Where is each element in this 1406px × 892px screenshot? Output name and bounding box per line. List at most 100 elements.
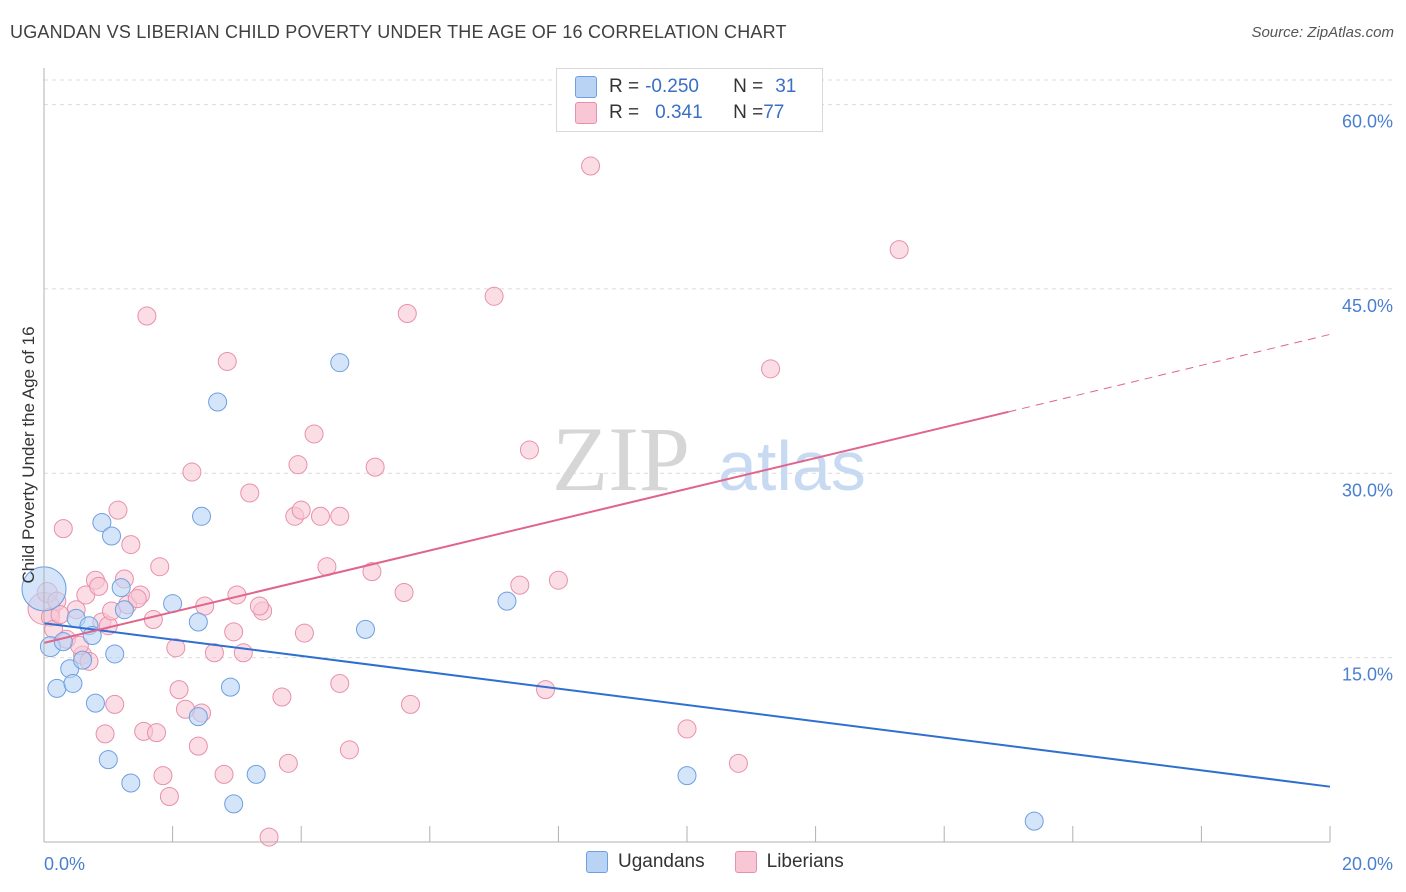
axis-layer: 15.0% 30.0% 45.0% 60.0% 0.0% 20.0%: [43, 68, 1393, 874]
liberian-point: [581, 156, 601, 176]
ugandan-point: [356, 619, 375, 639]
liberians-legend-icon: [734, 851, 757, 873]
liberian-point: [278, 753, 298, 773]
liberian-point: [121, 535, 141, 555]
legend-row-ugandans: R = -0.250 N = 31: [575, 75, 796, 99]
liberian-point: [339, 740, 359, 760]
liberians-trend-line: [43, 410, 1009, 644]
ugandan-point: [47, 678, 67, 698]
ugandan-point: [188, 612, 208, 632]
legend-n-label: N =: [733, 76, 764, 97]
liberian-point: [401, 694, 421, 714]
ugandan-point: [121, 773, 141, 793]
watermark-atlas: atlas: [718, 427, 866, 505]
liberian-point: [147, 723, 167, 743]
ugandan-point: [53, 632, 73, 652]
ugandan-point: [63, 673, 83, 693]
liberian-point: [137, 306, 157, 326]
liberian-point: [95, 724, 115, 744]
legend-r-label: R =: [609, 76, 640, 97]
trend-layer: [43, 333, 1331, 788]
liberian-point: [182, 462, 202, 482]
legend-r-label: R =: [609, 102, 640, 123]
ugandan-point: [677, 766, 697, 786]
ugandan-point: [98, 750, 118, 770]
ugandan-point: [85, 693, 105, 713]
legend-label-liberians: Liberians: [766, 851, 844, 872]
liberian-point: [889, 240, 909, 260]
liberian-point: [159, 787, 179, 807]
liberian-point: [272, 687, 292, 707]
ugandan-point: [224, 794, 244, 814]
ugandans-trend-line: [43, 622, 1331, 788]
ugandan-point: [192, 506, 212, 526]
liberian-point: [536, 680, 556, 700]
ugandan-point: [188, 707, 208, 727]
legend-n-value: 31: [775, 76, 797, 97]
ugandan-point: [220, 677, 240, 697]
liberian-point: [188, 736, 208, 756]
liberian-point: [310, 506, 330, 526]
liberian-point: [510, 575, 530, 595]
liberian-point: [169, 680, 189, 700]
ugandan-point: [330, 353, 350, 373]
legend-r-value: -0.250: [645, 76, 699, 97]
liberian-point: [166, 638, 186, 658]
liberian-point: [259, 827, 279, 847]
ugandans-swatch-icon: [575, 76, 597, 98]
liberian-point: [677, 719, 697, 739]
ugandan-point: [246, 764, 266, 784]
liberians-swatch-icon: [575, 102, 597, 124]
liberian-point: [153, 766, 173, 786]
liberian-point: [233, 643, 253, 663]
liberian-point: [519, 440, 539, 460]
liberian-point: [53, 519, 73, 539]
ugandan-point: [92, 512, 112, 532]
liberian-point: [397, 304, 417, 324]
legend-n-value: 77: [763, 102, 785, 123]
ugandan-point: [208, 392, 228, 412]
liberian-point: [394, 583, 414, 603]
liberian-point: [288, 455, 308, 475]
chart-source: Source: ZipAtlas.com: [1251, 24, 1394, 41]
liberian-point: [484, 286, 504, 306]
ugandan-point: [497, 591, 517, 611]
y-axis-label: Child Poverty Under the Age of 16: [19, 326, 38, 583]
liberian-point: [304, 424, 324, 444]
liberian-point: [240, 483, 260, 503]
ugandans-legend-icon: [586, 851, 608, 873]
legend-item-liberians[interactable]: Liberians: [734, 851, 844, 873]
ugandan-point: [114, 600, 134, 620]
liberian-point: [365, 457, 385, 477]
ugandan-point: [111, 578, 131, 598]
liberian-point: [249, 596, 269, 616]
y-tick-label: 15.0%: [1342, 665, 1393, 685]
ugandan-point: [1024, 811, 1044, 831]
liberians-trend-extension: [1008, 333, 1331, 413]
watermark-zip: ZIP: [552, 408, 690, 510]
legend-r-value: 0.341: [655, 102, 703, 123]
liberian-point: [150, 557, 170, 577]
liberian-point: [761, 359, 781, 379]
legend-n-label: N =: [733, 102, 764, 123]
y-tick-label: 30.0%: [1342, 480, 1393, 500]
liberian-point: [362, 562, 382, 582]
liberian-point: [224, 622, 244, 642]
x-tick-label: 0.0%: [44, 854, 85, 874]
correlation-legend: R = -0.250 N = 31 R = 0.341 N = 77: [556, 68, 823, 132]
liberian-point: [204, 643, 224, 663]
liberian-point: [291, 500, 311, 520]
liberian-point: [89, 576, 109, 596]
y-tick-label: 60.0%: [1342, 112, 1393, 132]
liberian-point: [294, 623, 314, 643]
legend-item-ugandans[interactable]: Ugandans: [586, 851, 705, 873]
points-layer: [21, 156, 1044, 847]
chart-title: UGANDAN VS LIBERIAN CHILD POVERTY UNDER …: [10, 22, 787, 42]
grid-layer: [44, 79, 1395, 659]
legend-label-ugandans: Ugandans: [618, 851, 705, 872]
ugandan-point: [73, 650, 93, 670]
x-tick-label: 20.0%: [1342, 854, 1393, 874]
liberian-point: [330, 506, 350, 526]
liberian-point: [214, 764, 234, 784]
